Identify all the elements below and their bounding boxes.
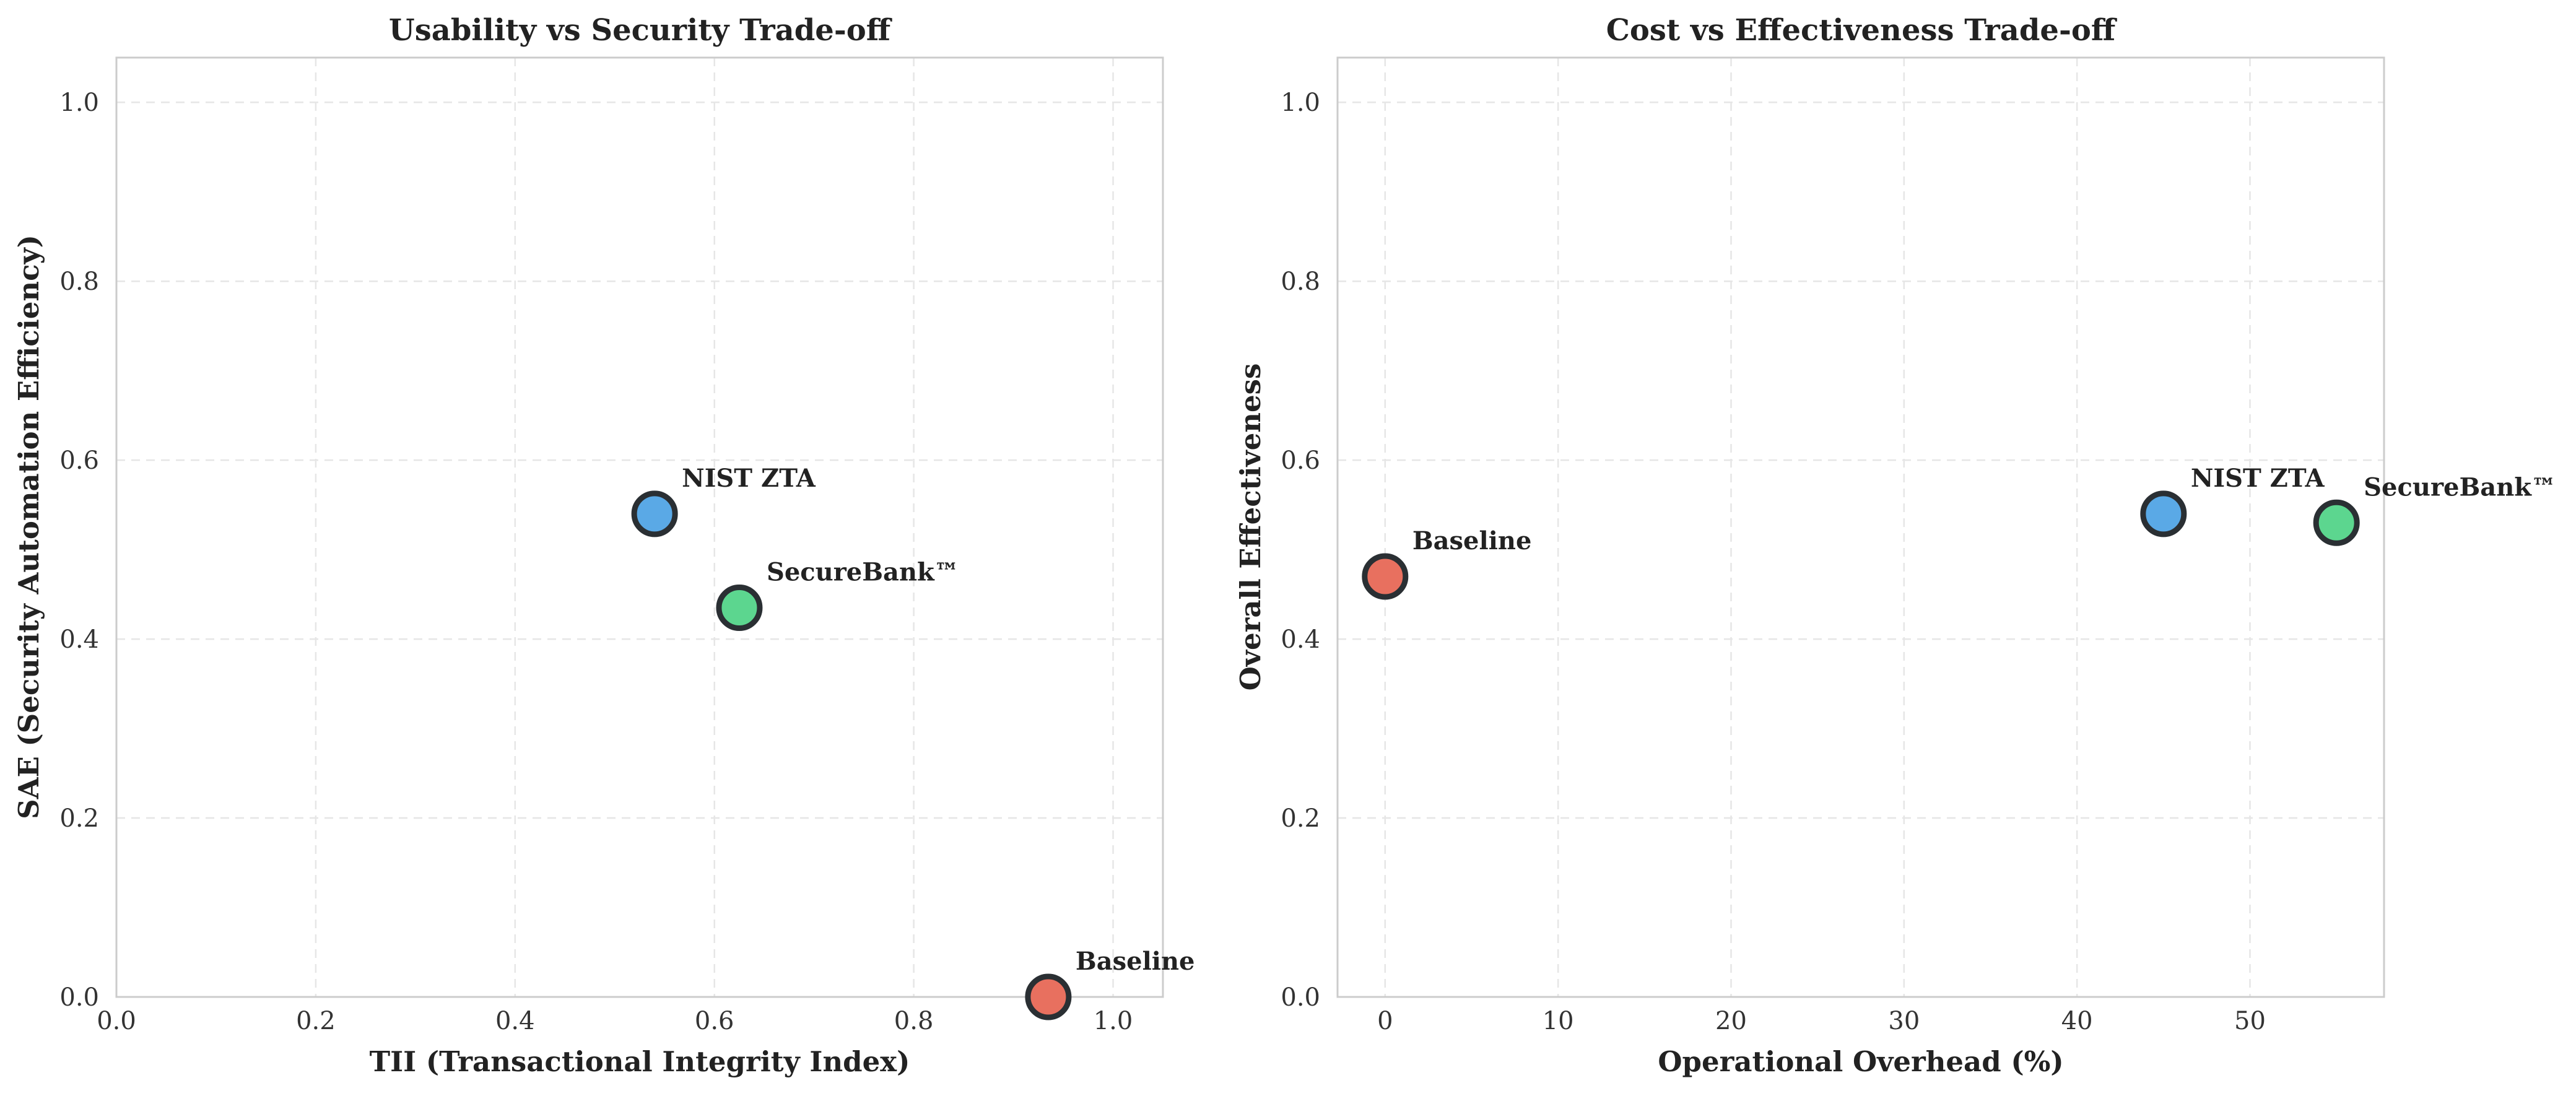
y-axis-label: Overall Effectiveness — [1234, 363, 1267, 691]
ticks: 0 10 20 30 40 50 0.0 0.2 0.4 0.6 0.8 1.0 — [1281, 89, 2266, 1035]
x-tick-label: 1.0 — [1094, 1007, 1133, 1035]
y-tick-label: 0.8 — [1281, 267, 1320, 296]
x-tick-label: 40 — [2061, 1007, 2093, 1035]
x-tick-label: 20 — [1715, 1007, 1747, 1035]
x-axis-label: Operational Overhead (%) — [1658, 1045, 2063, 1078]
point-label: NIST ZTA — [2191, 464, 2325, 493]
y-axis-label: SAE (Security Automation Efficiency) — [12, 235, 45, 819]
chart-title: Usability vs Security Trade-off — [389, 13, 892, 48]
chart-usability-security: Usability vs Security Trade-off 0.0 0.2 0.… — [12, 13, 1195, 1078]
x-tick-label: 0.8 — [894, 1007, 934, 1035]
y-tick-label: 1.0 — [59, 89, 99, 117]
y-tick-label: 0.8 — [59, 267, 99, 296]
x-axis-label: TII (Transactional Integrity Index) — [370, 1045, 910, 1078]
data-point — [2140, 490, 2187, 537]
point-label: SecureBank™ — [767, 558, 959, 587]
y-tick-label: 0.6 — [59, 446, 99, 475]
y-tick-label: 0.2 — [59, 804, 99, 833]
x-tick-label: 0.0 — [97, 1007, 136, 1035]
x-tick-label: 0.4 — [495, 1007, 535, 1035]
x-tick-label: 50 — [2234, 1007, 2266, 1035]
data-point — [1025, 973, 1072, 1020]
y-tick-label: 0.4 — [1281, 625, 1320, 654]
x-tick-label: 30 — [1888, 1007, 1920, 1035]
data-point — [1362, 553, 1409, 600]
x-tick-label: 10 — [1543, 1007, 1574, 1035]
plot-frame — [1336, 56, 2385, 998]
data-point — [631, 490, 678, 537]
data-point — [716, 585, 763, 632]
points: Baseline NIST ZTA SecureBank™ — [631, 464, 1195, 1020]
y-tick-label: 0.4 — [59, 625, 99, 654]
x-tick-label: 0.2 — [296, 1007, 336, 1035]
y-tick-label: 0.2 — [1281, 804, 1320, 833]
point-label: NIST ZTA — [682, 464, 816, 493]
y-tick-label: 1.0 — [1281, 89, 1320, 117]
chart-cost-effectiveness: Cost vs Effectiveness Trade-off 0 10 20 30 4… — [1234, 13, 2556, 1078]
point-label: SecureBank™ — [2364, 472, 2556, 502]
chart-title: Cost vs Effectiveness Trade-off — [1606, 13, 2117, 48]
y-tick-label: 0.6 — [1281, 446, 1320, 475]
x-tick-label: 0.6 — [695, 1007, 734, 1035]
point-label: Baseline — [1412, 526, 1532, 555]
plot-frame — [115, 56, 1164, 998]
ticks: 0.0 0.2 0.4 0.6 0.8 1.0 0.0 0.2 0.4 0.6 0.8 1.0 — [59, 89, 1133, 1035]
point-label: Baseline — [1076, 947, 1195, 976]
x-tick-label: 0 — [1377, 1007, 1393, 1035]
points: Baseline NIST ZTA SecureBank™ — [1362, 464, 2556, 600]
grid — [1338, 58, 2384, 998]
y-tick-label: 0.0 — [1281, 983, 1320, 1012]
data-point — [2313, 499, 2360, 546]
y-tick-label: 0.0 — [59, 983, 99, 1012]
